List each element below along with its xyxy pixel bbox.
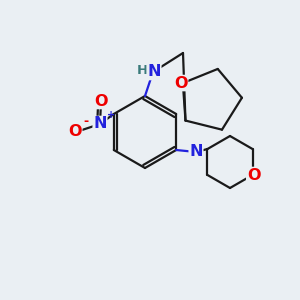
Text: O: O bbox=[68, 124, 82, 140]
Text: O: O bbox=[174, 76, 188, 91]
Text: N: N bbox=[147, 64, 161, 80]
Text: O: O bbox=[247, 167, 260, 182]
Text: O: O bbox=[94, 94, 108, 109]
Text: N: N bbox=[189, 143, 203, 158]
Text: +: + bbox=[107, 110, 115, 120]
Text: -: - bbox=[83, 115, 88, 128]
Text: H: H bbox=[136, 64, 148, 77]
Text: N: N bbox=[93, 116, 107, 131]
